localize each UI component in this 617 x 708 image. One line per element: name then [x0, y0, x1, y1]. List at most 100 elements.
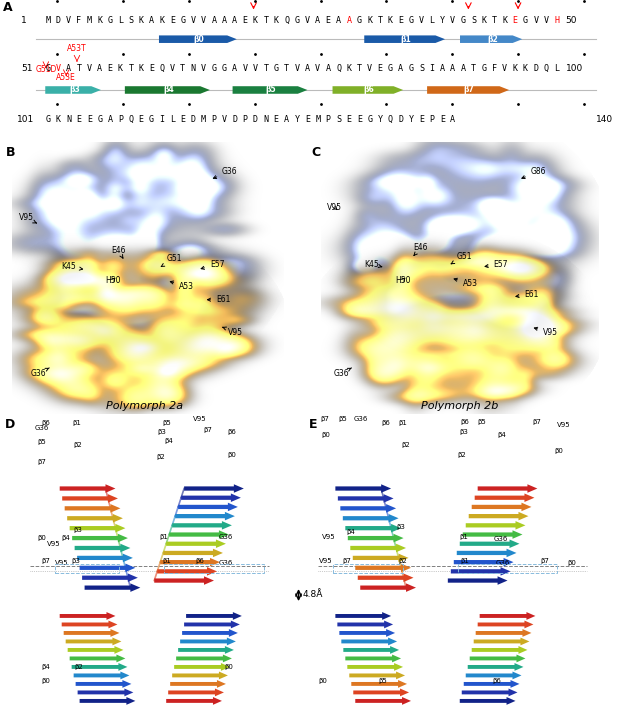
Text: A: A — [326, 64, 331, 74]
Text: A: A — [3, 1, 13, 14]
Text: β7: β7 — [320, 416, 329, 422]
Text: β4: β4 — [164, 438, 173, 444]
Text: Q: Q — [388, 115, 393, 124]
FancyArrow shape — [341, 504, 396, 513]
Text: Y: Y — [408, 115, 413, 124]
FancyArrow shape — [233, 86, 307, 93]
FancyArrow shape — [65, 637, 122, 646]
Text: E57: E57 — [485, 260, 508, 269]
Text: β3: β3 — [157, 429, 166, 435]
Text: T: T — [77, 64, 81, 74]
FancyArrow shape — [346, 654, 401, 663]
Text: β6: β6 — [461, 419, 470, 425]
Text: G: G — [408, 16, 413, 25]
Text: G: G — [45, 115, 50, 124]
Text: G: G — [149, 115, 154, 124]
Text: E: E — [346, 115, 352, 124]
Text: D: D — [232, 115, 237, 124]
Text: B: B — [6, 146, 15, 159]
FancyArrow shape — [125, 86, 210, 93]
Text: A53T: A53T — [67, 44, 87, 53]
Text: V: V — [450, 16, 455, 25]
Text: V95: V95 — [323, 534, 336, 539]
FancyArrow shape — [350, 544, 406, 552]
Text: D: D — [533, 64, 538, 74]
Text: β3: β3 — [396, 525, 405, 530]
FancyArrow shape — [349, 671, 405, 680]
Text: E: E — [87, 115, 92, 124]
Text: K: K — [118, 64, 123, 74]
FancyArrow shape — [82, 573, 138, 582]
Text: K: K — [481, 16, 486, 25]
Text: β0: β0 — [321, 433, 330, 438]
Text: V95: V95 — [193, 416, 207, 422]
Text: β2: β2 — [458, 452, 466, 457]
Text: T: T — [471, 64, 476, 74]
FancyArrow shape — [174, 663, 230, 671]
Text: L: L — [170, 115, 175, 124]
Text: P: P — [242, 115, 247, 124]
Text: β3: β3 — [69, 86, 80, 94]
Text: G: G — [180, 16, 185, 25]
Text: T: T — [128, 64, 133, 74]
Text: A: A — [346, 16, 352, 25]
FancyArrow shape — [463, 530, 523, 539]
FancyArrow shape — [355, 697, 411, 705]
Text: A: A — [305, 64, 310, 74]
Text: G36: G36 — [213, 167, 238, 178]
Text: A: A — [450, 115, 455, 124]
Text: β1: β1 — [73, 421, 81, 426]
Text: 50: 50 — [566, 16, 577, 25]
Text: E: E — [308, 418, 317, 430]
Text: N: N — [66, 115, 71, 124]
Text: E61: E61 — [516, 290, 539, 299]
FancyArrow shape — [336, 484, 391, 493]
Text: V: V — [544, 16, 549, 25]
Text: D: D — [191, 115, 196, 124]
Text: β5: β5 — [338, 416, 347, 422]
FancyArrow shape — [154, 576, 214, 585]
Text: G51: G51 — [451, 251, 472, 264]
Text: E57: E57 — [201, 260, 225, 269]
Text: β2: β2 — [73, 442, 83, 448]
Text: S: S — [471, 16, 476, 25]
Text: G36: G36 — [494, 537, 508, 542]
FancyArrow shape — [178, 646, 234, 654]
Text: K: K — [139, 16, 144, 25]
Text: 51: 51 — [22, 64, 33, 74]
FancyArrow shape — [68, 646, 123, 654]
Text: S: S — [128, 16, 133, 25]
Text: M: M — [87, 16, 92, 25]
FancyArrow shape — [474, 637, 529, 646]
FancyArrow shape — [182, 629, 238, 637]
Text: V: V — [367, 64, 372, 74]
Text: D: D — [399, 115, 404, 124]
Text: β0: β0 — [194, 35, 204, 44]
FancyArrow shape — [60, 612, 115, 620]
FancyArrow shape — [75, 544, 130, 552]
Text: E: E — [274, 115, 279, 124]
Text: L: L — [118, 16, 123, 25]
Text: K: K — [367, 16, 372, 25]
FancyArrow shape — [77, 554, 133, 562]
FancyArrow shape — [45, 86, 101, 93]
Text: G36: G36 — [219, 534, 233, 539]
Text: G: G — [222, 64, 227, 74]
Text: β1: β1 — [398, 421, 407, 426]
FancyArrow shape — [176, 654, 232, 663]
Text: V95: V95 — [327, 202, 342, 212]
Text: K: K — [56, 115, 60, 124]
Text: β0: β0 — [38, 535, 47, 541]
Text: β0: β0 — [567, 560, 576, 566]
FancyArrow shape — [180, 637, 236, 646]
Text: β1: β1 — [159, 534, 168, 539]
Text: E: E — [419, 115, 424, 124]
Text: A: A — [232, 64, 237, 74]
Text: G: G — [388, 64, 393, 74]
Text: β5: β5 — [478, 419, 486, 425]
Text: β5: β5 — [38, 439, 46, 445]
Text: D: D — [5, 418, 15, 430]
FancyArrow shape — [172, 521, 232, 530]
Text: V: V — [56, 64, 60, 74]
FancyArrow shape — [479, 612, 536, 620]
